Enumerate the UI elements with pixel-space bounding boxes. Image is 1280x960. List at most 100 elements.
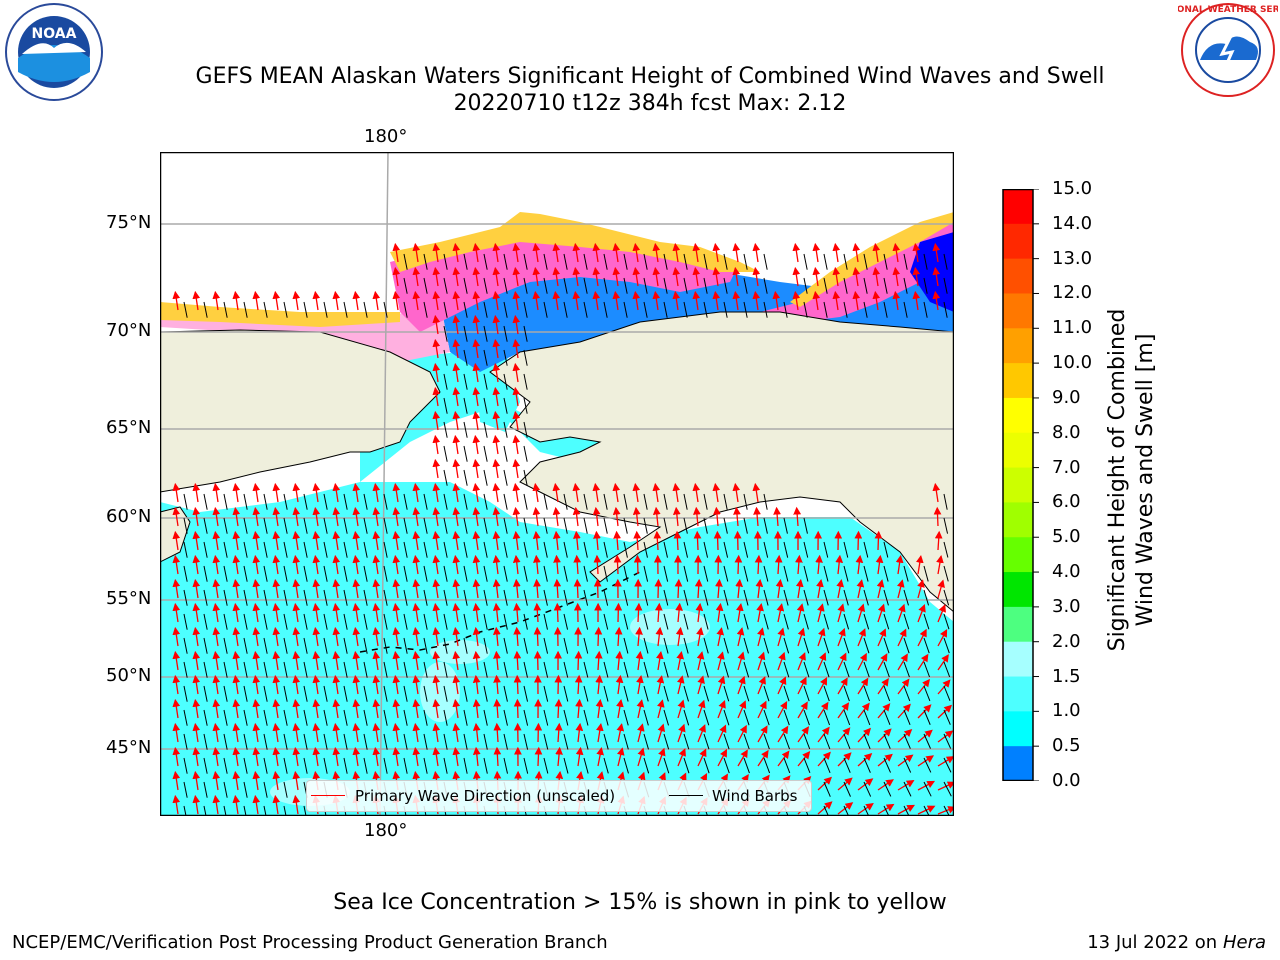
wave-arrow [192, 674, 201, 695]
wave-arrow [472, 242, 481, 263]
wind-barb [863, 277, 868, 294]
wind-barb [363, 301, 368, 318]
wind-barb [603, 709, 609, 726]
wind-barb [523, 685, 529, 702]
wave-arrow [732, 266, 741, 287]
wave-arrow [692, 290, 701, 311]
wind-barb [583, 565, 588, 582]
wave-arrow [692, 242, 701, 263]
wind-barb [723, 589, 729, 606]
wave-arrow [432, 314, 441, 335]
wind-barb [223, 493, 228, 510]
wave-arrow [812, 242, 821, 263]
wind-barb [843, 277, 848, 294]
wave-arrow [776, 603, 785, 623]
wind-barb [883, 757, 891, 773]
wave-arrow [292, 578, 301, 599]
wind-barb [443, 325, 448, 342]
wind-barb [323, 541, 328, 558]
wind-barb [923, 253, 928, 270]
colorbar-tick-label: 1.5 [1052, 665, 1081, 687]
wave-arrow [837, 702, 850, 719]
wave-arrow [513, 626, 522, 647]
wave-arrow [493, 746, 502, 767]
wave-arrow [372, 482, 381, 503]
wind-barb [903, 613, 910, 630]
wave-arrow [612, 482, 621, 503]
wind-barb [343, 613, 348, 630]
wave-arrow [752, 242, 761, 263]
colorbar-segment [1003, 397, 1033, 434]
wind-barb [503, 733, 508, 750]
wind-barb [623, 661, 629, 678]
wave-arrow [332, 674, 341, 695]
wind-barb [463, 565, 468, 582]
wind-barb [543, 301, 548, 318]
wind-barb [663, 493, 668, 510]
wind-barb [523, 397, 528, 414]
wave-arrow [292, 746, 301, 767]
colorbar-segment [1003, 258, 1033, 294]
wind-barb [523, 325, 528, 342]
wind-barb [263, 541, 268, 558]
lat-tick-55: 55°N [106, 588, 152, 609]
wave-arrow [252, 746, 261, 767]
wave-arrow [657, 699, 665, 719]
wind-barb [503, 661, 508, 678]
wave-arrow [593, 554, 602, 575]
pacific-ocean [160, 482, 954, 816]
wind-barb [763, 685, 770, 702]
wind-barb [663, 253, 668, 270]
wind-barb [623, 517, 628, 534]
wind-barb [643, 685, 649, 702]
wind-barb [623, 685, 629, 702]
wind-barb [463, 661, 468, 678]
wind-barb [443, 685, 448, 702]
wave-arrow [312, 578, 321, 599]
wave-arrow [717, 748, 728, 767]
wave-arrow [573, 578, 582, 599]
wind-barb [343, 637, 348, 654]
wave-arrow [757, 676, 766, 695]
wave-arrow [352, 290, 361, 311]
wave-arrow [212, 698, 221, 719]
wave-arrow [272, 506, 281, 527]
wind-barb [563, 613, 569, 630]
wind-barb [623, 301, 628, 318]
wind-barb [823, 253, 828, 270]
wave-arrow [912, 290, 921, 311]
wave-arrow [192, 554, 201, 575]
wave-arrow [877, 653, 888, 671]
wind-barb [263, 493, 268, 510]
wind-barb [803, 253, 808, 270]
legend-wave-label: Primary Wave Direction (unscaled) [355, 787, 616, 805]
wind-barb [443, 541, 448, 558]
wave-arrow [192, 794, 201, 815]
wind-barb [463, 469, 468, 486]
wind-barb [443, 493, 448, 510]
wind-barb [243, 757, 248, 774]
wave-arrow [172, 650, 181, 671]
wind-barb [263, 805, 267, 816]
wind-barb [943, 517, 949, 534]
wave-arrow [897, 603, 906, 623]
wind-barb [843, 757, 851, 773]
wave-arrow [412, 674, 421, 695]
wave-arrow [492, 290, 501, 311]
wave-arrow [752, 266, 761, 287]
wave-arrow [292, 794, 301, 815]
wind-barb [363, 613, 368, 630]
wave-arrow [432, 458, 441, 479]
wave-arrow [697, 724, 706, 743]
wind-barb [183, 589, 188, 606]
wave-arrow [452, 530, 461, 551]
wind-barb [523, 253, 528, 270]
wave-arrow [172, 602, 181, 623]
wave-arrow [392, 626, 401, 647]
wind-barb [603, 637, 609, 654]
wind-barb [523, 469, 528, 486]
wind-barb [623, 565, 629, 582]
wind-barb [863, 757, 871, 773]
wind-barb [643, 757, 650, 774]
wind-barb [743, 565, 749, 582]
